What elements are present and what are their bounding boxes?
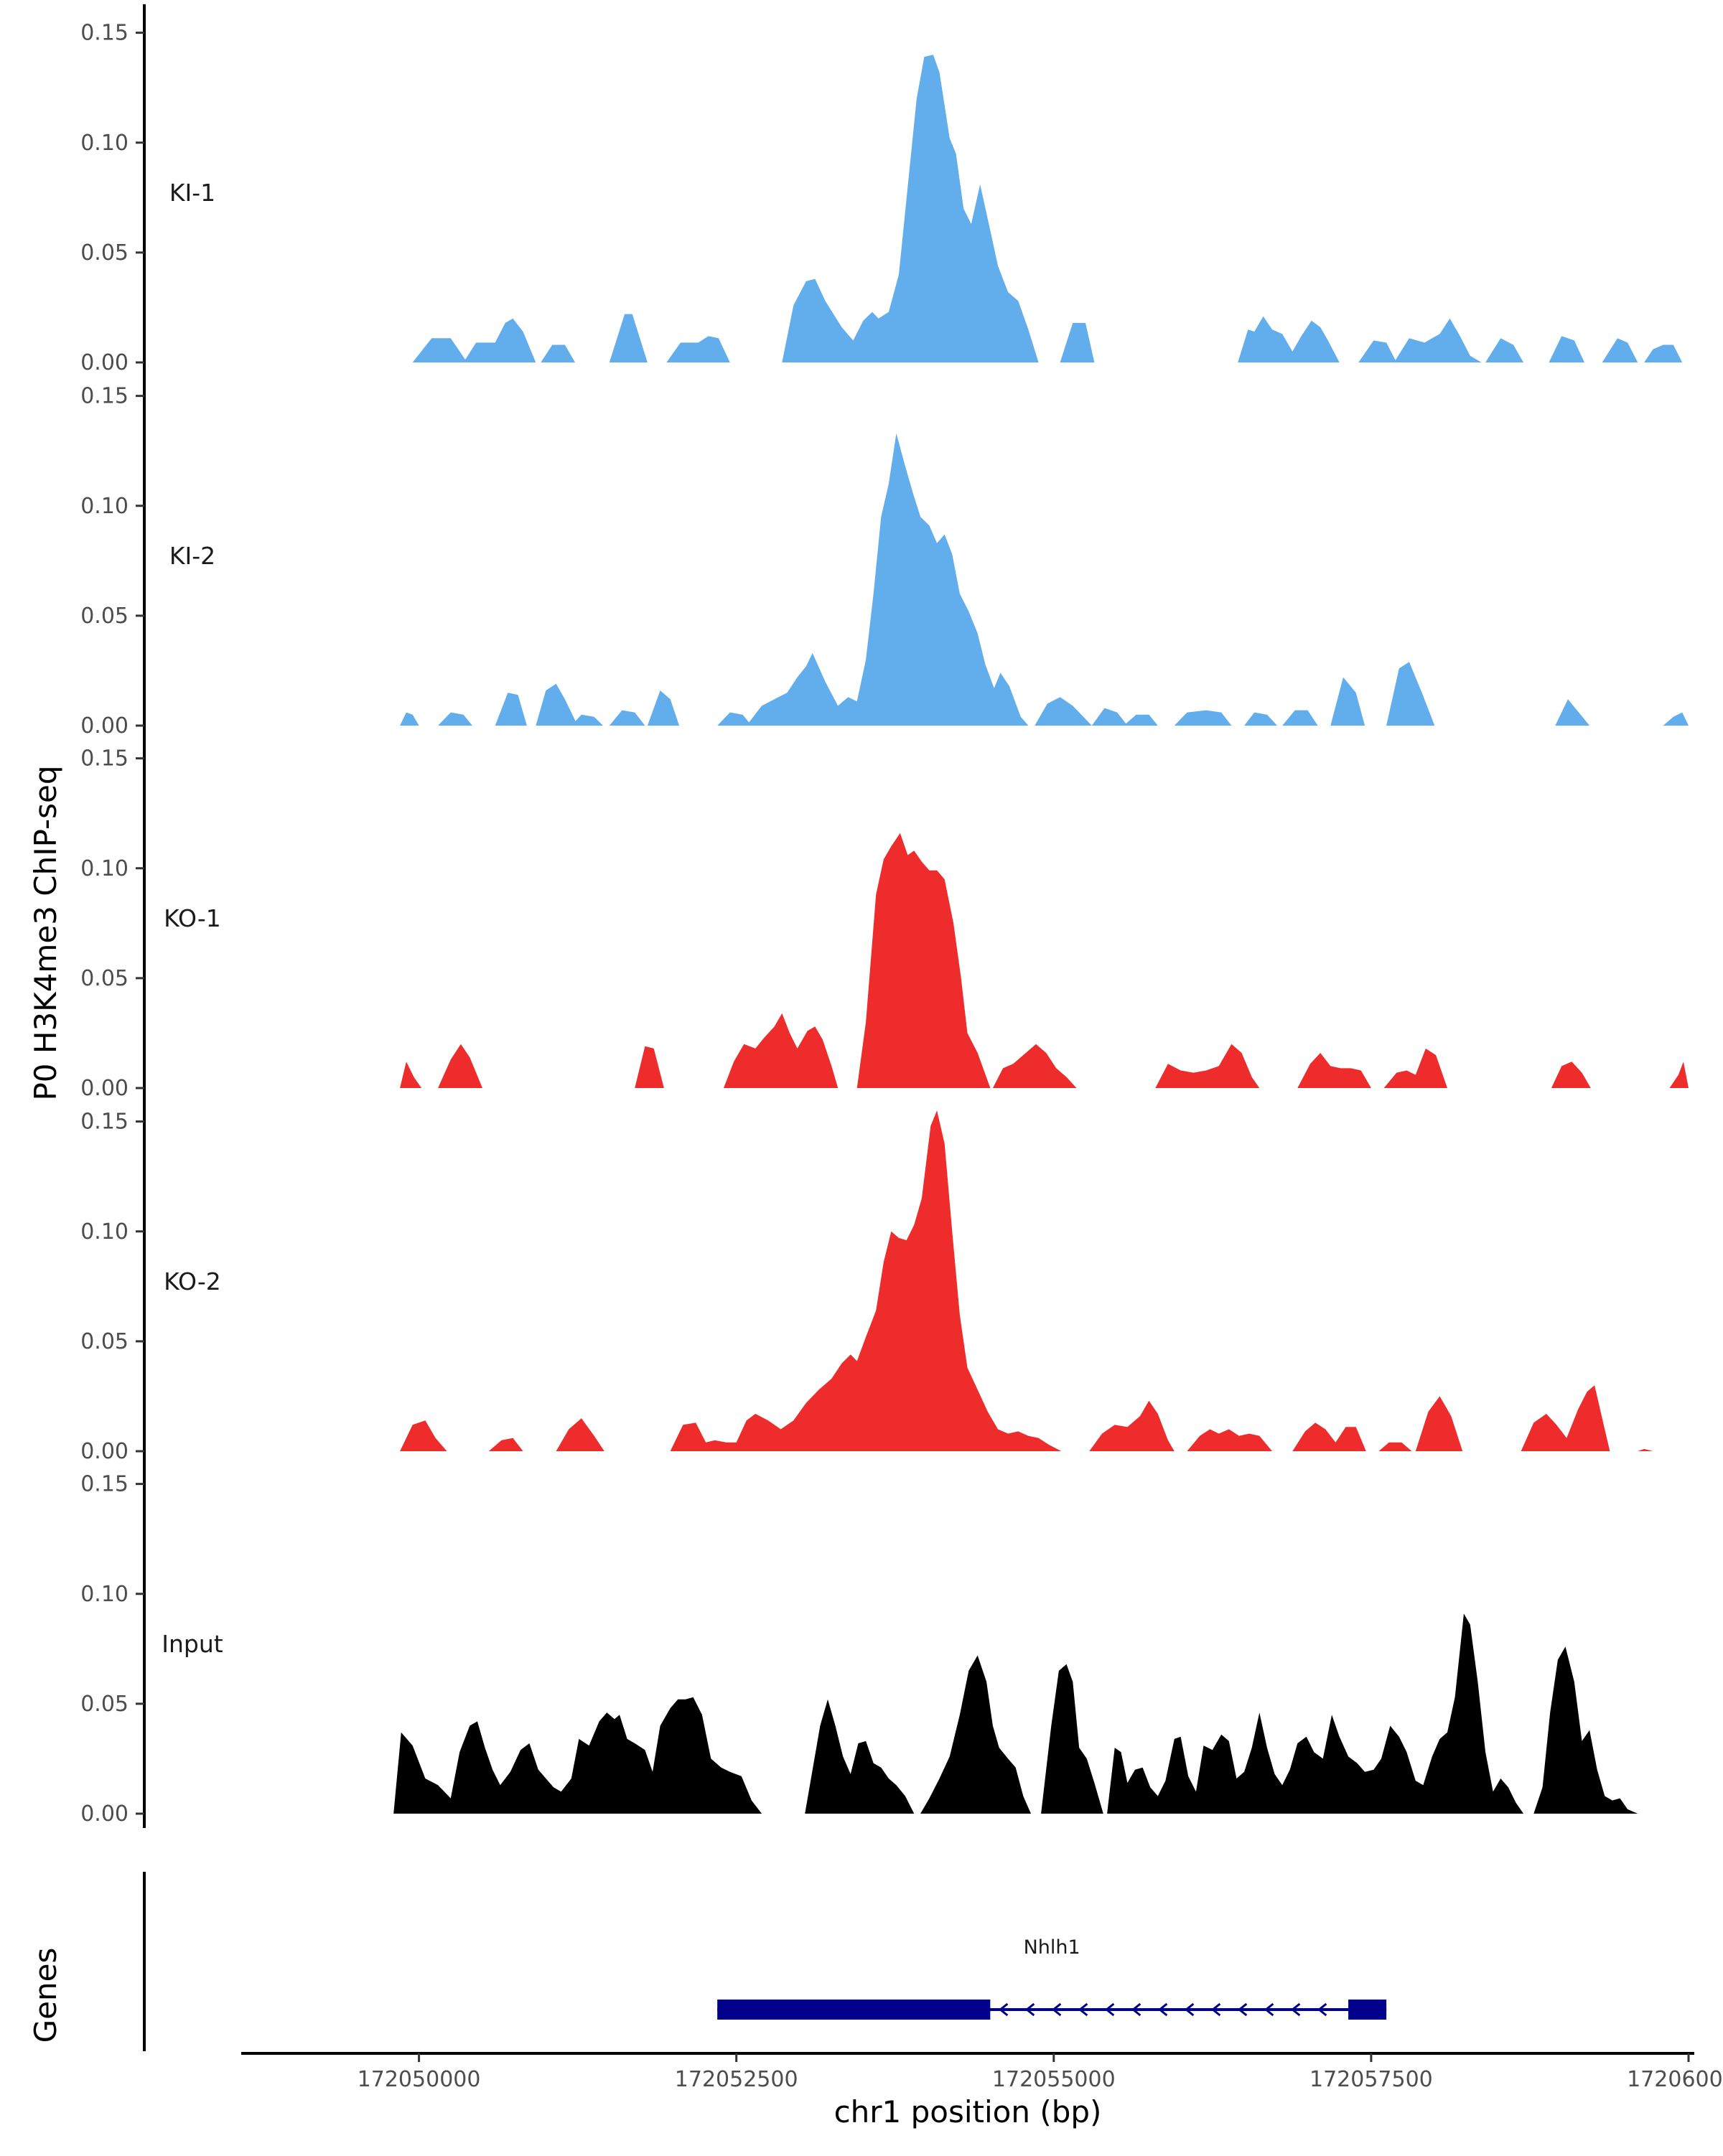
x-tick-label: 172050000 — [358, 2067, 481, 2092]
coverage-area-ki-2 — [400, 433, 1689, 726]
track-label-ko-2: KO-2 — [164, 1267, 221, 1295]
gene-nhlh1: Nhlh1 — [717, 1936, 1387, 2020]
strand-arrow-icon — [1024, 2002, 1035, 2017]
genes-axis-title: Genes — [28, 1948, 63, 2043]
strand-arrow-icon — [1264, 2002, 1274, 2017]
y-tick-label: 0.15 — [80, 1110, 129, 1135]
y-tick-label: 0.00 — [80, 1439, 129, 1464]
track-label-ki-1: KI-1 — [169, 179, 215, 207]
y-tick-label: 0.00 — [80, 350, 129, 375]
strand-arrow-icon — [1317, 2002, 1327, 2017]
x-tick-label: 172057500 — [1309, 2067, 1433, 2092]
gene-exon — [1348, 2000, 1387, 2020]
x-axis-title: chr1 position (bp) — [834, 2094, 1102, 2129]
y-tick-label: 0.10 — [80, 131, 129, 156]
y-tick-label: 0.15 — [80, 21, 129, 46]
x-tick-label: 172055000 — [992, 2067, 1116, 2092]
x-axis: 172050000 172052500 172055000 172057500 1720… — [241, 2052, 1723, 2092]
y-tick-label: 0.05 — [80, 604, 129, 629]
y-tick-label: 0.00 — [80, 1076, 129, 1101]
y-tick-label: 0.15 — [80, 746, 129, 772]
track-ki-2: 0.00 0.05 0.10 0.15 KI-2 — [80, 367, 1689, 740]
track-ki-1: 0.00 0.05 0.10 0.15 KI-1 — [80, 4, 1683, 377]
coverage-area-ki-1 — [412, 55, 1683, 362]
strand-arrow-icon — [1131, 2002, 1141, 2017]
y-tick-label: 0.10 — [80, 1582, 129, 1607]
track-label-input: Input — [162, 1630, 223, 1658]
coverage-area-ko-1 — [400, 833, 1689, 1088]
track-ko-2: 0.00 0.05 0.10 0.15 KO-2 — [80, 1092, 1653, 1466]
track-input: 0.00 0.05 0.10 0.15 Input — [80, 1455, 1638, 1828]
gene-label: Nhlh1 — [1024, 1936, 1080, 1959]
coverage-area-input — [393, 1613, 1638, 1814]
gene-panel: Nhlh1 — [143, 1872, 1387, 2051]
coverage-tracks: 0.00 0.05 0.10 0.15 KI-1 0.00 0.05 0.10 0.15 KI-2… — [80, 4, 1689, 1828]
y-tick-label: 0.15 — [80, 384, 129, 409]
y-tick-label: 0.15 — [80, 1472, 129, 1497]
y-tick-label: 0.10 — [80, 494, 129, 519]
y-axis-title: P0 H3K4me3 ChIP-seq — [28, 765, 63, 1100]
strand-arrow-icon — [1104, 2002, 1115, 2017]
track-label-ki-2: KI-2 — [169, 542, 215, 570]
strand-arrow-icon — [1210, 2002, 1221, 2017]
y-tick-label: 0.00 — [80, 1801, 129, 1827]
strand-arrow-icon — [998, 2002, 1009, 2017]
coverage-area-ko-2 — [400, 1110, 1653, 1451]
x-tick-label: 172060000 — [1627, 2067, 1723, 2092]
strand-arrow-icon — [1078, 2002, 1088, 2017]
gene-exon — [717, 2000, 991, 2020]
track-ko-1: 0.00 0.05 0.10 0.15 KO-1 — [80, 729, 1689, 1102]
x-tick-label: 172052500 — [675, 2067, 798, 2092]
y-tick-label: 0.10 — [80, 1219, 129, 1245]
strand-arrow-icon — [1157, 2002, 1168, 2017]
track-label-ko-1: KO-1 — [164, 904, 221, 932]
strand-arrow-icon — [1290, 2002, 1301, 2017]
y-tick-label: 0.05 — [80, 1329, 129, 1354]
strand-arrow-icon — [1184, 2002, 1195, 2017]
y-tick-label: 0.05 — [80, 966, 129, 991]
strand-arrow-icon — [1051, 2002, 1062, 2017]
y-tick-label: 0.10 — [80, 856, 129, 881]
y-tick-label: 0.00 — [80, 713, 129, 739]
y-tick-label: 0.05 — [80, 1692, 129, 1717]
strand-arrow-icon — [1237, 2002, 1248, 2017]
y-tick-label: 0.05 — [80, 240, 129, 266]
